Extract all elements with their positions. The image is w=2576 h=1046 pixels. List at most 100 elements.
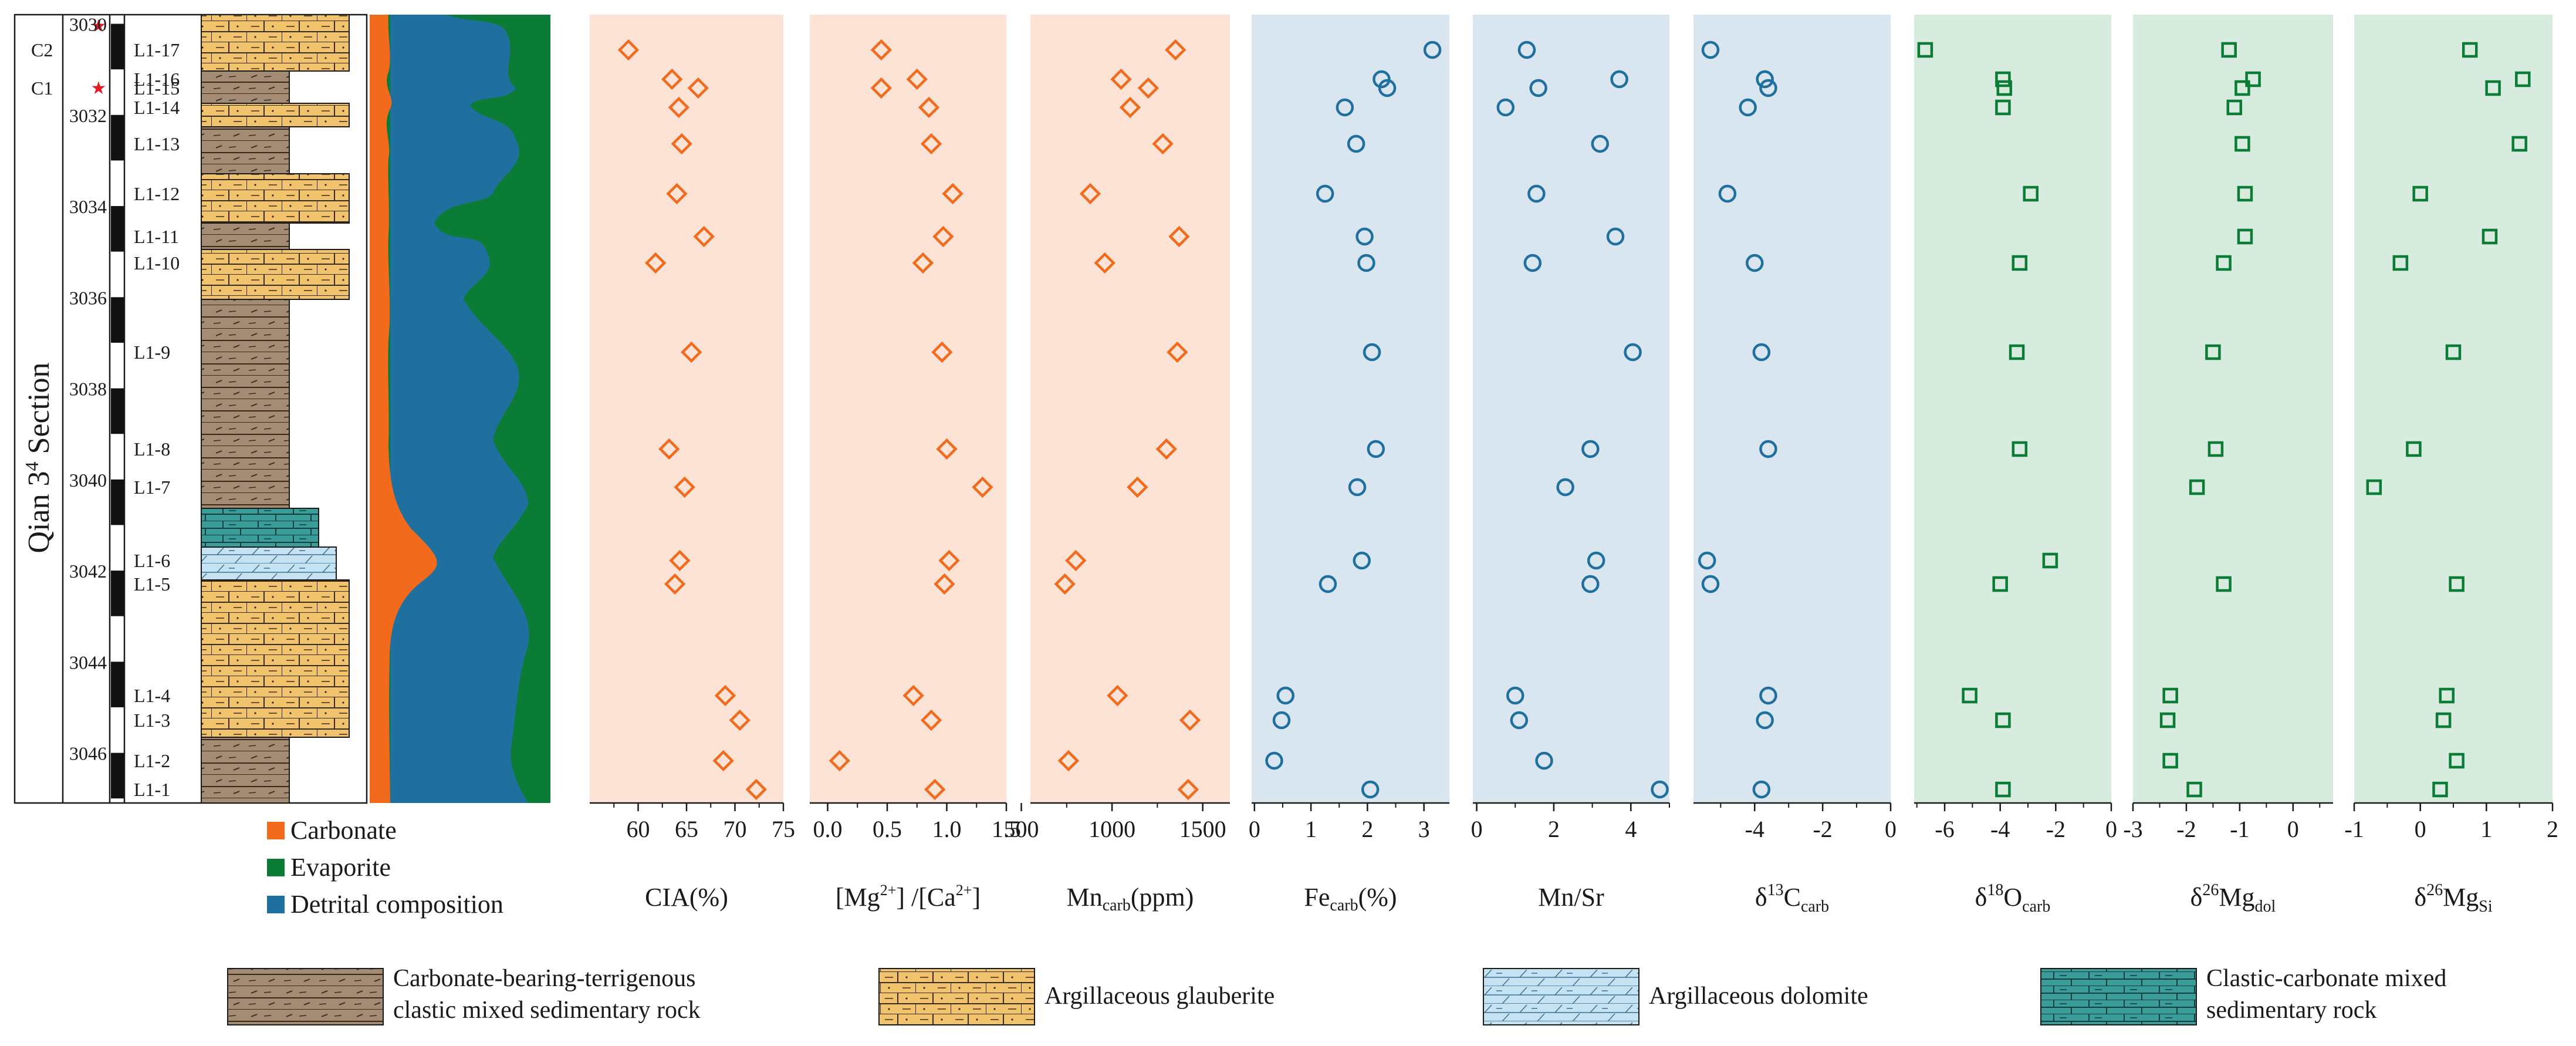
data-point-square [2435,712,2452,728]
sample-label: L1-11 [134,226,179,247]
data-point-square [2237,228,2253,245]
x-tick-label: 1.0 [932,816,961,842]
data-point-diamond [902,684,924,707]
x-tick-label: 500 [1004,816,1039,842]
data-point-diamond [729,709,751,731]
lith-layer-glauberite [201,579,350,738]
sample-label: L1-1 [134,779,170,800]
data-point-diamond [1065,549,1087,572]
panel-title: Mn/Sr [1538,883,1604,912]
sample-label: L1-4 [134,685,170,706]
data-point-circle [1701,41,1720,59]
panel-background [1473,15,1669,803]
data-point-square [2234,136,2250,152]
lith-layer-mixed [201,737,290,804]
sample-label: L1-15 [134,77,180,99]
data-point-circle [1759,440,1777,458]
x-tick-label: 2 [1361,816,1373,842]
data-point-diamond [920,709,942,731]
data-point-circle [1651,780,1669,799]
legend-label-detrital: Detrital composition [290,890,503,919]
data-point-circle [1624,343,1642,362]
data-point-diamond [870,77,893,99]
data-point-diamond [1167,341,1188,363]
data-point-circle [1581,575,1600,593]
data-point-square [2162,687,2178,704]
lith-layer-mixed [201,299,290,509]
data-point-circle [1701,575,1720,593]
data-point-diamond [1152,133,1174,155]
data-point-square [1995,71,2011,87]
data-point-circle [1756,711,1774,730]
data-point-diamond [942,183,964,205]
x-tick-label: -2 [2176,816,2196,842]
x-tick-label: 0 [2105,816,2117,842]
data-point-diamond [972,476,993,498]
x-tick-label: 0 [1249,816,1260,842]
data-point-diamond [666,183,688,205]
x-tick-label: 75 [772,816,795,842]
data-point-diamond [1165,39,1186,61]
data-point-diamond [712,750,734,772]
x-tick-label: -1 [2344,816,2364,842]
data-point-diamond [1179,709,1201,731]
data-point-square [2162,753,2178,769]
data-point-diamond [658,438,680,460]
data-point-diamond [1177,778,1199,801]
x-tick-label: 1500 [1179,816,1226,842]
data-point-diamond [671,133,692,155]
data-point-diamond [1079,183,1101,205]
depth-scale-segment [111,753,124,799]
data-point-circle [1752,780,1771,799]
data-point-circle [1361,780,1380,799]
data-point-square [2432,781,2448,798]
data-point-circle [1272,711,1291,730]
sample-label: L1-13 [134,133,180,154]
sample-label: L1-2 [134,750,170,771]
panel-background [590,15,783,803]
x-tick-label: 1 [2480,816,2492,842]
data-point-diamond [693,225,715,248]
data-point-diamond [1127,476,1148,498]
x-tick-label: 0 [2287,816,2299,842]
x-tick-label: -2 [1813,816,1832,842]
data-point-circle [1610,70,1628,89]
composition-carbonate-area [370,15,437,803]
data-point-circle [1496,98,1515,117]
panel-background [2133,15,2333,803]
lith-layer-mixed [201,126,290,174]
panel-d13c-carb: -4 -2 0 δ13Ccarb [1693,15,1896,916]
depth-scale-segment [111,479,124,525]
x-tick-label: 0 [1885,816,1896,842]
data-point-circle [1348,478,1367,497]
lith-layer-mixed [201,222,290,250]
x-tick-label: -1 [2230,816,2249,842]
data-point-square [2515,71,2531,87]
cycle-label-c2: C2 [31,39,53,60]
data-point-diamond [617,39,640,61]
data-point-diamond [669,549,691,572]
composition-detrital-area [388,15,529,803]
legend-swatch-mixed-rock [227,968,384,1025]
data-point-square [2216,576,2232,592]
data-point-square [2226,99,2243,116]
data-point-diamond [936,438,958,460]
depth-scale-segment [111,571,124,616]
data-point-square [2186,781,2202,798]
x-tick-label: -4 [1745,816,1764,842]
data-point-square [2189,479,2205,495]
panel-background [1252,15,1449,803]
panel-mn-carb: 500 1000 1500 Mncarb(ppm) [1004,15,1230,915]
sample-label: L1-17 [134,39,180,60]
data-point-diamond [674,476,695,498]
legend-swatch-glauberite [878,968,1035,1025]
panel-title: Mncarb(ppm) [1067,883,1194,915]
x-tick-label: 1 [1305,816,1317,842]
data-point-square [2245,71,2261,87]
depth-label: 3032 [69,105,107,126]
data-point-diamond [1107,684,1128,707]
depth-label: 3042 [69,561,107,582]
data-point-diamond [920,133,942,155]
data-point-circle [1517,41,1536,59]
data-point-square [2205,344,2221,360]
